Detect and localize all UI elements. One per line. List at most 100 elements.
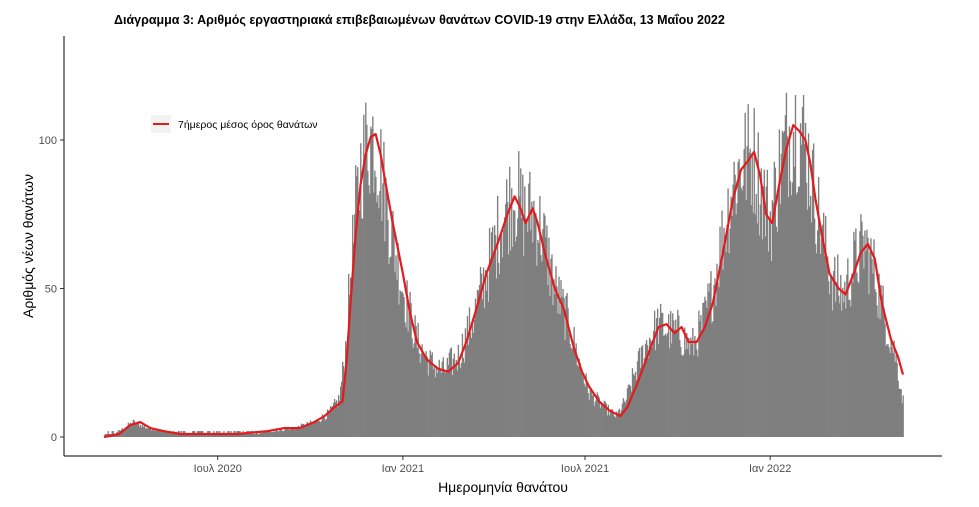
bar (311, 422, 314, 437)
bar (796, 192, 799, 437)
bar (111, 431, 113, 437)
bar (813, 218, 816, 437)
bar (158, 430, 161, 437)
bar (328, 412, 331, 437)
bar (330, 406, 333, 437)
bar (656, 308, 659, 437)
bar (654, 350, 657, 437)
bar (528, 183, 530, 437)
bar (852, 282, 854, 437)
bar (837, 254, 839, 437)
bar (556, 286, 558, 437)
bar (715, 305, 717, 437)
bar (490, 232, 493, 437)
bar (665, 333, 667, 437)
bar (243, 434, 245, 437)
bar (369, 193, 371, 437)
bar (354, 214, 356, 437)
bar (699, 321, 701, 437)
bar (310, 421, 313, 437)
bar (812, 143, 815, 437)
bar (872, 273, 874, 437)
bar (790, 195, 793, 437)
bar (508, 254, 510, 437)
bar (539, 196, 541, 437)
bar (366, 124, 368, 438)
bar (643, 358, 646, 437)
bar (206, 434, 208, 437)
bar (360, 143, 362, 437)
bar (566, 293, 568, 437)
bar (894, 361, 896, 437)
y-tick-label: 100 (39, 135, 57, 147)
bar (449, 348, 452, 437)
bar (261, 432, 263, 437)
bar (444, 372, 446, 437)
bar (667, 333, 669, 437)
bar (134, 424, 137, 437)
bar (547, 285, 549, 437)
bar (560, 280, 562, 437)
bar (884, 323, 886, 437)
bar (430, 355, 432, 437)
bar (346, 350, 348, 437)
bar (777, 193, 780, 437)
bar (804, 122, 807, 437)
bar (681, 354, 683, 437)
bar (851, 273, 853, 437)
bar (543, 213, 545, 437)
bar (225, 434, 227, 437)
bar (140, 427, 143, 437)
bar (410, 303, 412, 437)
bar (211, 434, 213, 437)
bar (263, 431, 265, 437)
bar (319, 422, 322, 437)
bar (502, 229, 505, 437)
bar (342, 365, 345, 437)
bar (506, 179, 508, 438)
bar (634, 371, 637, 437)
bar (818, 223, 821, 437)
bar (363, 114, 365, 438)
bar (649, 339, 652, 437)
bar (640, 346, 643, 437)
bar (262, 431, 264, 437)
bar (677, 309, 679, 437)
bar (124, 428, 126, 437)
bar (788, 126, 791, 438)
bar (299, 428, 302, 437)
bar (402, 293, 404, 437)
bar (529, 171, 531, 437)
bar (569, 343, 571, 437)
bar (438, 359, 440, 437)
bar (400, 291, 402, 437)
bar (163, 430, 166, 437)
bar (441, 361, 443, 437)
bar (706, 308, 708, 437)
bar (381, 221, 383, 437)
bar (794, 95, 797, 437)
bar (789, 181, 792, 437)
bar (401, 291, 403, 437)
bar (172, 431, 175, 437)
bar (652, 330, 655, 437)
bar (541, 261, 543, 437)
bar (550, 258, 552, 437)
bar (136, 421, 139, 437)
bar (563, 298, 565, 437)
bar (383, 141, 385, 437)
moving-average-line (103, 124, 905, 439)
bar (521, 217, 523, 437)
bar (166, 431, 169, 437)
bar (416, 348, 418, 437)
bar (493, 225, 496, 437)
bar (256, 431, 258, 437)
bar (204, 434, 206, 437)
bar (671, 343, 673, 437)
bar (224, 434, 226, 437)
bar (840, 274, 842, 437)
bar (823, 212, 825, 437)
bar (338, 400, 341, 437)
bar (825, 216, 827, 437)
bar (817, 176, 820, 437)
